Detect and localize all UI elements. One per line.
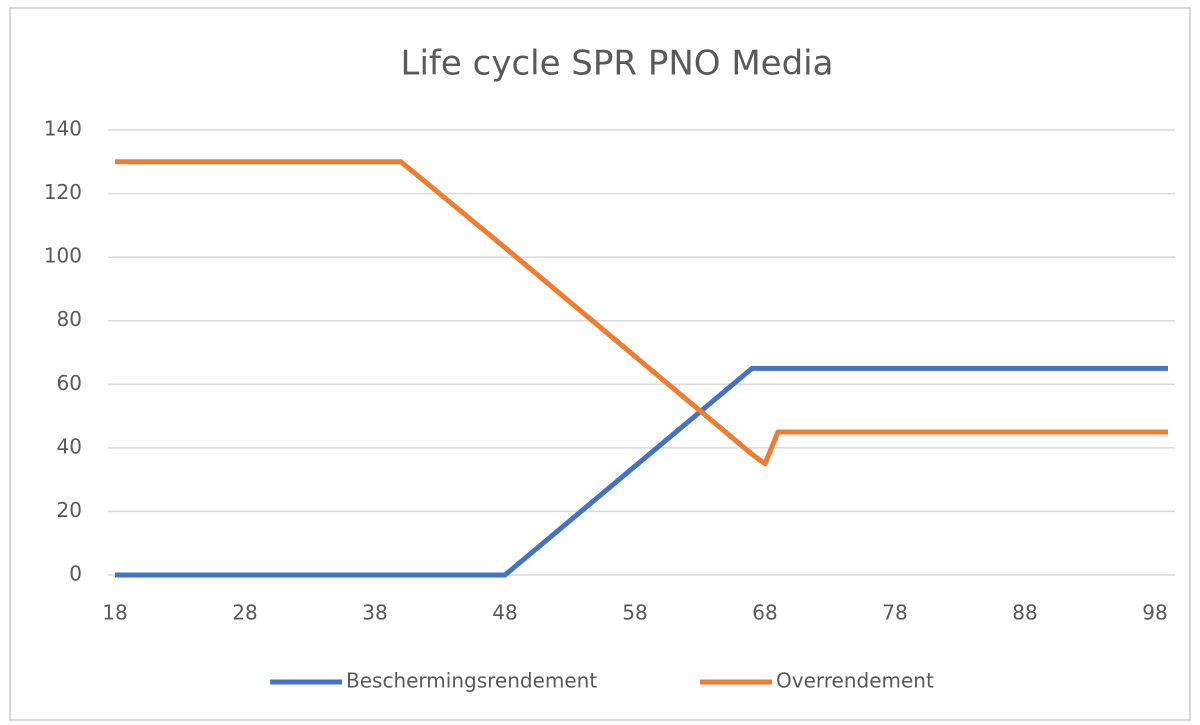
y-tick-label: 40 — [57, 434, 82, 458]
x-tick-label: 48 — [492, 601, 517, 625]
y-tick-label: 80 — [57, 307, 82, 331]
x-tick-label: 18 — [102, 601, 127, 625]
x-tick-label: 38 — [362, 601, 387, 625]
chart-border — [9, 7, 1191, 721]
x-tick-label: 88 — [1012, 601, 1037, 625]
x-tick-label: 78 — [882, 601, 907, 625]
y-tick-label: 140 — [44, 117, 82, 141]
x-tick-label: 98 — [1142, 601, 1167, 625]
x-tick-label: 28 — [232, 601, 257, 625]
y-tick-label: 100 — [44, 244, 82, 268]
y-tick-label: 20 — [57, 498, 82, 522]
line-series — [115, 365, 1168, 578]
y-tick-label: 0 — [69, 562, 82, 586]
x-tick-label: 58 — [622, 601, 647, 625]
legend-label: Beschermingsrendement — [346, 669, 597, 693]
line-series — [115, 159, 1168, 467]
chart-title: Life cycle SPR PNO Media — [401, 44, 834, 84]
y-tick-label: 120 — [44, 180, 82, 204]
x-tick-label: 68 — [752, 601, 777, 625]
y-tick-label: 60 — [57, 371, 82, 395]
legend-label: Overrendement — [776, 669, 934, 693]
